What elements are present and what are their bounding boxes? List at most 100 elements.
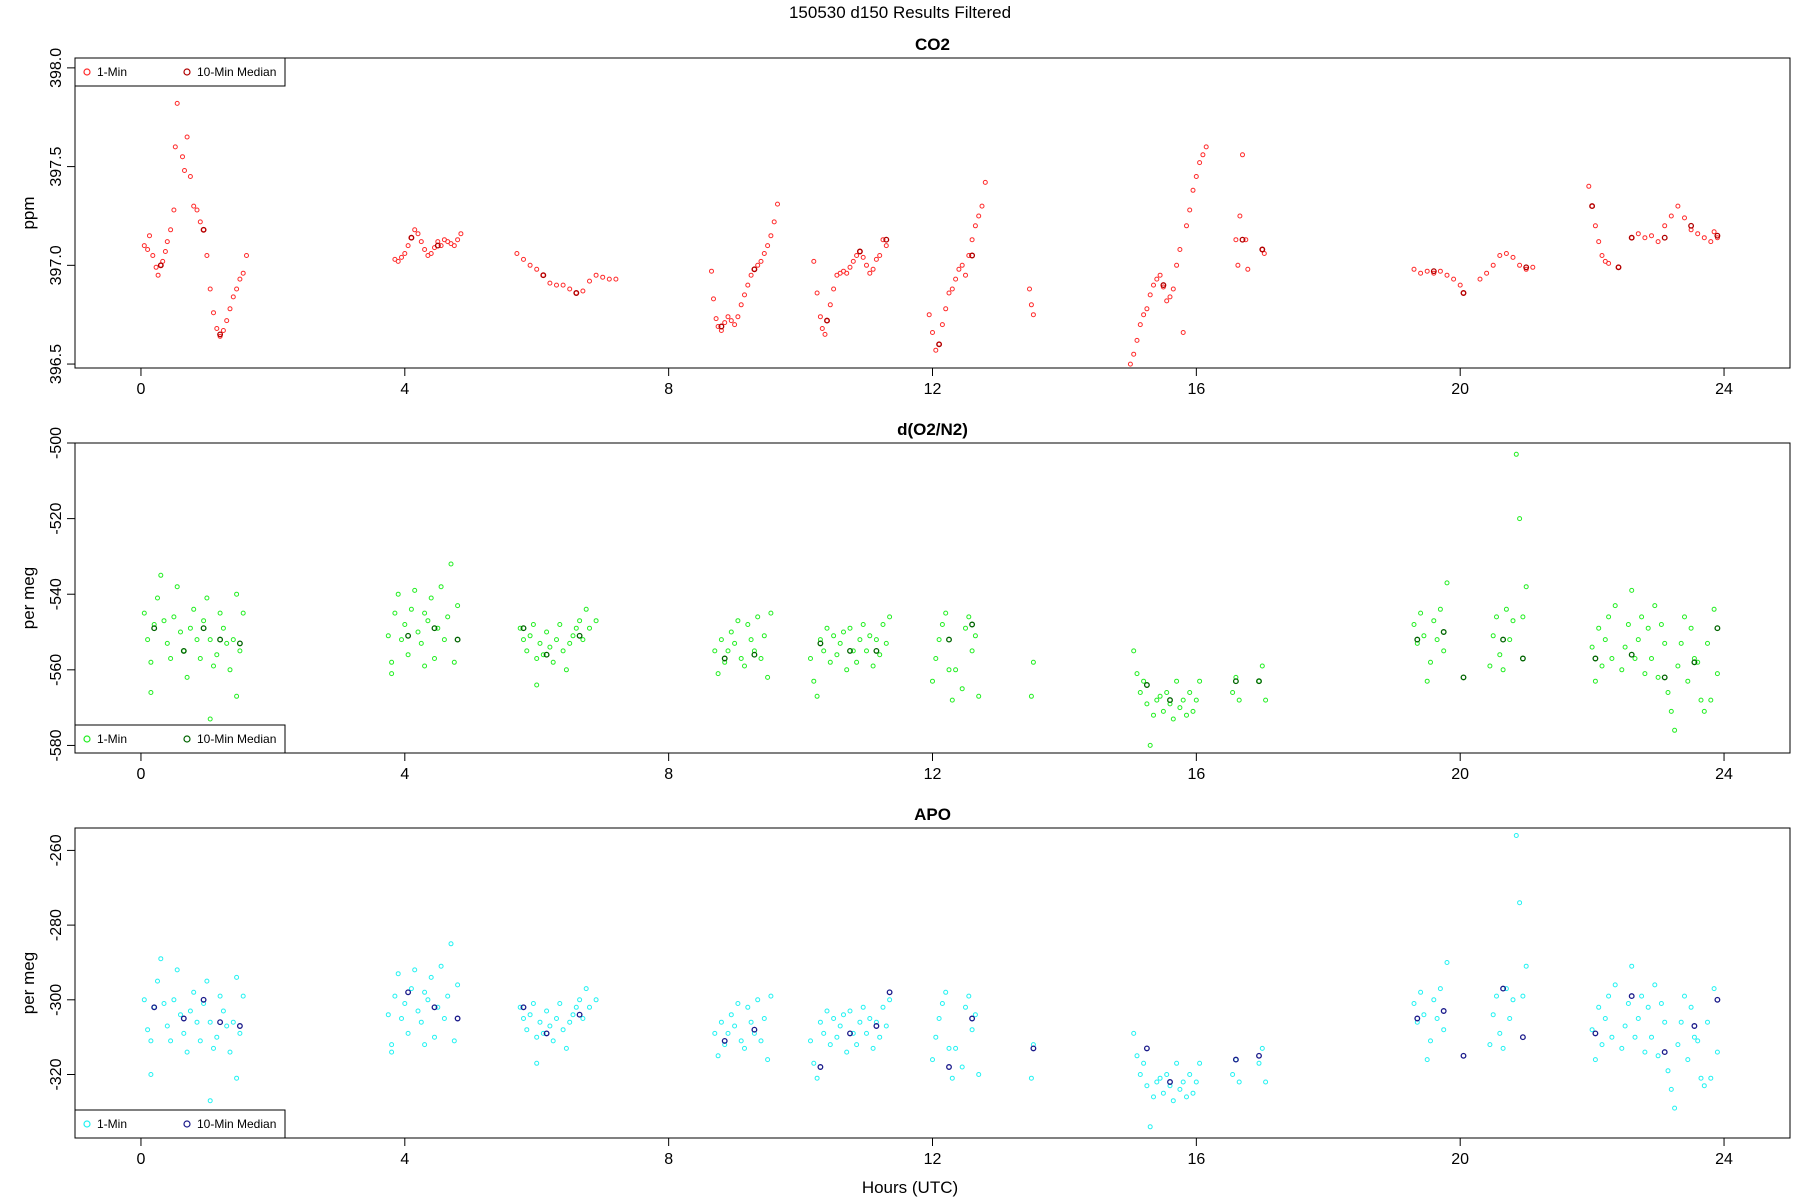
x-tick-label: 4: [400, 1151, 409, 1168]
data-point: [1263, 1079, 1269, 1085]
data-point: [1460, 1052, 1467, 1059]
data-point: [389, 671, 395, 677]
data-point: [1243, 237, 1249, 243]
data-point: [155, 595, 160, 601]
data-point: [399, 637, 404, 643]
y-tick-label: -500: [48, 427, 65, 459]
data-point: [151, 625, 158, 632]
data-point: [1027, 286, 1032, 292]
data-point: [1701, 235, 1707, 241]
data-point: [946, 1045, 952, 1051]
data-point: [554, 1016, 559, 1021]
data-point: [725, 648, 731, 654]
data-point: [425, 997, 431, 1003]
data-point: [1177, 1086, 1183, 1092]
data-point: [1028, 1075, 1034, 1081]
data-point: [857, 637, 863, 643]
data-point: [540, 1030, 546, 1036]
data-point: [824, 1008, 830, 1014]
data-point: [180, 1015, 187, 1022]
data-point: [448, 941, 454, 947]
data-point: [969, 1015, 976, 1022]
data-point: [1517, 516, 1523, 522]
data-point: [976, 693, 982, 699]
data-point: [715, 324, 721, 329]
data-point: [412, 227, 418, 233]
data-point: [171, 997, 177, 1003]
data-point: [822, 331, 828, 337]
y-axis-label: ppm: [19, 196, 38, 229]
data-point: [145, 637, 151, 643]
data-point: [180, 154, 185, 160]
data-point: [227, 306, 233, 312]
data-point: [445, 993, 451, 999]
data-point: [576, 632, 583, 639]
data-point: [709, 268, 714, 274]
data-point: [867, 1016, 873, 1021]
data-point: [151, 1004, 158, 1011]
data-point: [1635, 231, 1641, 237]
legend-label: 10-Min Median: [197, 65, 276, 79]
data-point: [1672, 727, 1678, 733]
data-point: [1143, 682, 1150, 688]
data-point: [184, 1049, 190, 1055]
data-point: [814, 290, 820, 296]
data-point: [949, 697, 955, 703]
data-point: [207, 286, 213, 292]
data-point: [725, 1030, 731, 1036]
data-point: [1236, 1079, 1242, 1085]
data-point: [422, 989, 428, 995]
data-point: [939, 622, 945, 627]
data-point: [1714, 232, 1721, 239]
figure-title: 150530 d150 Results Filtered: [789, 3, 1011, 22]
data-point: [969, 648, 975, 654]
data-point: [180, 647, 187, 654]
data-point: [1141, 1060, 1147, 1066]
data-point: [712, 1030, 718, 1036]
data-point: [1233, 237, 1239, 243]
data-point: [1444, 960, 1450, 965]
data-point: [850, 1030, 856, 1036]
x-tick-label: 12: [924, 381, 942, 398]
data-point: [1615, 264, 1622, 271]
series-10-min-median: [157, 74, 1721, 348]
data-point: [1622, 1023, 1628, 1029]
data-point: [1259, 246, 1266, 253]
data-point: [547, 280, 553, 286]
data-point: [1431, 618, 1437, 624]
data-point: [1628, 234, 1635, 241]
data-point: [1232, 1056, 1239, 1063]
data-point: [1649, 656, 1654, 661]
data-point: [1160, 1090, 1166, 1096]
data-point: [1490, 262, 1496, 268]
data-point: [1174, 678, 1180, 684]
data-point: [1701, 708, 1707, 714]
data-point: [1230, 690, 1236, 695]
data-point: [742, 292, 747, 298]
data-point: [966, 614, 972, 620]
x-tick-label: 12: [924, 1151, 942, 1168]
x-tick-label: 16: [1187, 381, 1205, 398]
data-point: [1477, 276, 1483, 282]
data-point: [1523, 963, 1529, 969]
data-point: [765, 1057, 771, 1063]
legend-marker: [83, 735, 91, 743]
data-point: [534, 1060, 540, 1066]
data-point: [164, 239, 170, 245]
data-point: [230, 637, 236, 643]
x-tick-label: 0: [137, 381, 146, 398]
data-point: [1434, 1016, 1440, 1021]
data-point: [148, 1038, 154, 1044]
data-point: [234, 1075, 240, 1081]
data-point: [1184, 1094, 1189, 1100]
data-point: [1602, 637, 1608, 643]
data-point: [1596, 239, 1602, 245]
data-point: [1444, 580, 1450, 586]
data-point: [873, 637, 879, 643]
data-point: [399, 1016, 404, 1021]
data-point: [418, 1019, 424, 1025]
data-point: [527, 1012, 533, 1018]
data-point: [1141, 312, 1147, 318]
data-point: [1434, 637, 1440, 643]
